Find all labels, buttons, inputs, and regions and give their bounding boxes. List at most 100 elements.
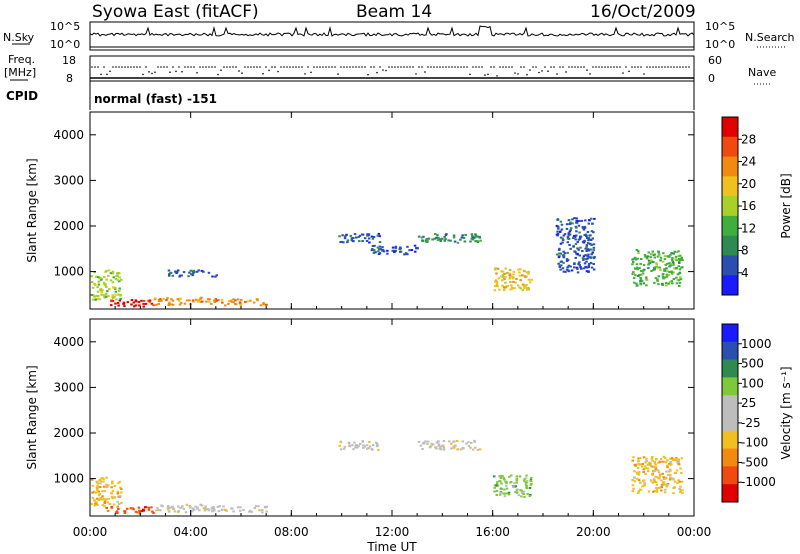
- colorbar-segment: [722, 275, 738, 296]
- data-region: [153, 296, 204, 307]
- nave-dot: [172, 66, 174, 68]
- data-cell: [474, 233, 477, 236]
- data-cell: [677, 479, 680, 482]
- data-cell: [206, 508, 209, 511]
- data-cell: [508, 274, 511, 277]
- data-cell: [639, 280, 642, 283]
- freq-panel: [89, 55, 695, 82]
- data-cell: [106, 501, 109, 504]
- nave-dot: [235, 66, 237, 68]
- data-cell: [567, 219, 571, 222]
- nave-dot: [133, 66, 135, 68]
- data-cell: [96, 290, 100, 293]
- data-cell: [642, 269, 645, 272]
- data-cell: [93, 504, 97, 507]
- nave-dot: [463, 66, 465, 68]
- data-cell: [592, 231, 595, 234]
- data-cell: [239, 509, 242, 512]
- data-cell: [589, 261, 593, 264]
- data-cell: [677, 458, 680, 461]
- data-cell: [368, 441, 371, 443]
- nave-dot: [199, 66, 201, 68]
- nave-dot: [619, 66, 621, 68]
- data-cell: [345, 233, 348, 236]
- data-cell: [555, 233, 559, 236]
- data-cell: [632, 277, 636, 280]
- data-cell: [106, 510, 110, 512]
- data-cell: [661, 260, 665, 263]
- data-cell: [105, 476, 108, 479]
- data-cell: [581, 250, 584, 252]
- data-cell: [378, 241, 382, 243]
- data-cell: [653, 253, 656, 256]
- nave-dot: [451, 66, 453, 68]
- data-cell: [96, 482, 100, 485]
- nave-dot: [571, 66, 573, 68]
- nave-dot: [322, 66, 324, 68]
- data-cell: [644, 465, 647, 468]
- data-cell: [200, 296, 203, 299]
- data-cell: [575, 220, 578, 222]
- nave-dot: [145, 66, 147, 68]
- data-cell: [665, 485, 668, 488]
- data-cell: [503, 272, 506, 275]
- data-cell: [581, 257, 585, 260]
- data-cell: [460, 448, 463, 451]
- colorbar-tick-label: 28: [741, 132, 756, 146]
- data-cell: [438, 238, 442, 241]
- data-cell: [352, 237, 355, 239]
- data-cell: [587, 239, 590, 242]
- data-cell: [677, 257, 681, 260]
- nsearch-tick-bottom: 10^0: [705, 38, 735, 51]
- data-cell: [379, 248, 383, 251]
- data-cell: [493, 289, 497, 292]
- data-cell: [495, 484, 498, 487]
- data-cell: [575, 234, 578, 237]
- data-cell: [641, 273, 644, 276]
- data-cell: [167, 304, 170, 307]
- plot-frame: [89, 318, 695, 517]
- data-cell: [667, 282, 670, 285]
- data-cell: [117, 482, 120, 485]
- y-axis-label: Slant Range [km]: [25, 158, 39, 262]
- colorbar-tick-label: 12: [741, 221, 756, 235]
- data-cell: [668, 271, 671, 273]
- data-cell: [476, 240, 479, 243]
- data-cell: [528, 487, 532, 489]
- data-cell: [114, 302, 117, 305]
- data-cell: [513, 482, 516, 485]
- data-cell: [373, 244, 376, 247]
- nave-dot: [505, 66, 507, 68]
- data-cell: [98, 479, 102, 481]
- data-cell: [132, 301, 136, 304]
- nave-dot: [406, 66, 408, 68]
- data-cell: [112, 297, 115, 300]
- data-cell: [361, 440, 364, 443]
- cpid-value: normal (fast) -151: [94, 92, 217, 106]
- data-cell: [416, 247, 419, 250]
- data-cell: [637, 250, 640, 253]
- data-cell: [110, 496, 114, 498]
- data-cell: [582, 228, 586, 231]
- data-cell: [558, 252, 561, 255]
- data-cell: [452, 234, 456, 237]
- nave-dot: [244, 66, 246, 68]
- nave-dot: [166, 66, 168, 68]
- nave-dot: [241, 72, 243, 74]
- nave-dot: [109, 70, 111, 73]
- data-cell: [90, 294, 94, 296]
- data-cell: [98, 493, 101, 495]
- data-cell: [575, 226, 578, 229]
- data-cell: [638, 488, 642, 491]
- nave-dot: [127, 66, 129, 68]
- data-cell: [111, 482, 114, 485]
- data-cell: [634, 274, 637, 277]
- nave-dot: [391, 66, 393, 68]
- data-cell: [636, 268, 639, 271]
- data-cell: [116, 490, 119, 493]
- data-cell: [479, 239, 482, 242]
- data-cell: [578, 261, 581, 264]
- data-cell: [109, 279, 113, 282]
- data-cell: [444, 238, 447, 241]
- data-cell: [167, 508, 170, 511]
